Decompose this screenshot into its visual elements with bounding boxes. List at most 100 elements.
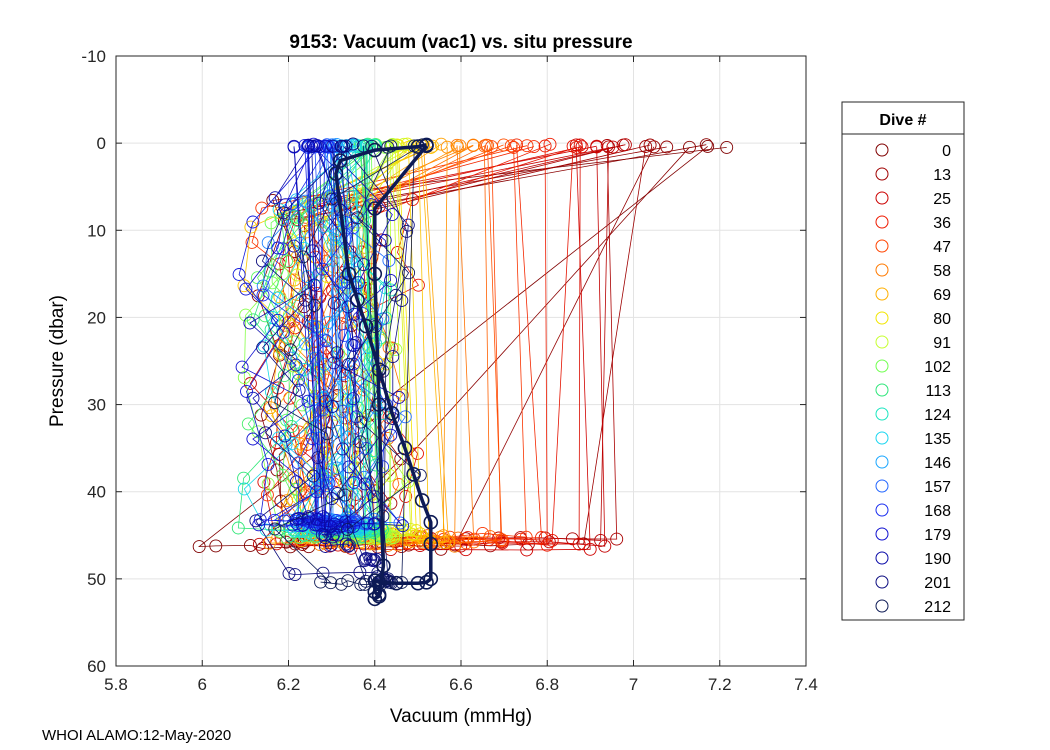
legend-entry-label: 168 <box>924 503 951 520</box>
dive-point <box>289 475 303 489</box>
highlight-point <box>376 558 391 574</box>
dive-point <box>519 530 533 544</box>
dive-point <box>272 203 286 217</box>
dive-point <box>327 356 341 370</box>
dive-point <box>600 139 614 152</box>
x-tick-label: 6 <box>198 675 207 694</box>
legend-entry-label: 80 <box>933 311 951 328</box>
dive-point <box>263 264 277 278</box>
dive-profile-line <box>255 143 379 576</box>
dive-point <box>354 415 368 429</box>
dive-profile-line <box>363 144 491 542</box>
legend-entries: 0 13 25 36 47 58 69 80 91 102 113 124 135 146 157 168 17… <box>875 143 951 616</box>
dive-point <box>324 576 338 590</box>
dive-point <box>357 258 371 272</box>
legend-entry-label: 146 <box>924 455 951 472</box>
dive-point <box>572 537 586 551</box>
dive-point <box>338 488 352 502</box>
dive-point <box>354 578 368 591</box>
dive-point <box>440 140 454 154</box>
dive-point <box>316 510 330 524</box>
dive-profile-line <box>307 145 400 528</box>
highlight-series <box>328 137 439 607</box>
legend-entry-label: 157 <box>924 479 951 496</box>
dive-point <box>246 432 260 446</box>
dive-point <box>316 566 330 580</box>
dive-point <box>384 139 398 153</box>
y-tick-label: 40 <box>87 483 106 502</box>
dive-point <box>232 268 246 281</box>
dive-point <box>598 539 612 553</box>
dive-point <box>514 532 528 546</box>
dive-point <box>310 512 324 526</box>
dive-point <box>272 431 286 445</box>
dive-point <box>311 451 325 465</box>
legend-marker <box>875 575 889 589</box>
dive-point <box>271 381 285 395</box>
dive-point <box>336 442 350 456</box>
dive-point <box>543 137 557 151</box>
dive-point <box>459 532 473 546</box>
highlight-point <box>419 138 434 154</box>
dive-point <box>362 341 376 354</box>
x-tick-label: 6.4 <box>363 675 387 694</box>
legend: Dive # 0 13 25 36 47 58 69 80 91 102 113 124 135 146 1… <box>841 101 965 621</box>
dive-point <box>249 514 263 528</box>
legend-entry-label: 47 <box>933 239 951 256</box>
y-tick-label: 10 <box>87 221 106 240</box>
legend-marker <box>875 407 889 421</box>
dive-point <box>266 193 280 207</box>
dive-point <box>326 139 340 153</box>
dive-profile-line <box>238 146 326 522</box>
highlight-point <box>371 587 387 602</box>
dive-point <box>314 575 328 589</box>
dive-point <box>231 521 245 535</box>
legend-marker <box>875 455 889 469</box>
dive-point <box>298 363 312 376</box>
highlight-point <box>332 153 348 168</box>
dive-point <box>292 383 306 397</box>
dive-point <box>290 268 304 282</box>
dive-point <box>341 300 355 314</box>
dive-point <box>252 537 266 551</box>
dive-point <box>308 299 321 312</box>
dive-point <box>237 279 251 293</box>
dive-point <box>283 529 297 542</box>
dive-point <box>386 350 400 364</box>
dive-point <box>347 476 361 489</box>
highlight-point <box>406 466 421 482</box>
dive-point <box>331 388 345 402</box>
legend-marker <box>875 479 889 493</box>
y-tick-label: 60 <box>87 657 106 676</box>
y-tick-label: -10 <box>81 47 106 66</box>
dive-point <box>243 316 257 330</box>
legend-marker <box>875 551 889 565</box>
legend-entry-label: 201 <box>924 575 951 592</box>
highlight-point <box>397 440 413 456</box>
dive-point <box>239 308 253 322</box>
dive-point <box>610 532 624 546</box>
legend-entry-label: 102 <box>924 359 951 376</box>
highlight-point <box>367 591 383 607</box>
dive-point <box>278 429 292 443</box>
dive-point <box>438 536 452 550</box>
dive-point <box>243 538 257 552</box>
highlight-point <box>367 142 383 158</box>
dive-point <box>369 401 383 415</box>
dive-point <box>272 340 286 354</box>
dive-point <box>262 536 276 550</box>
dive-point <box>315 527 329 541</box>
legend-marker <box>875 335 889 349</box>
legend-entry-label: 124 <box>924 407 951 424</box>
legend-marker <box>875 287 889 301</box>
dive-point <box>510 138 524 152</box>
dive-point <box>265 409 279 423</box>
dive-point <box>320 427 334 441</box>
highlight-point <box>371 397 387 412</box>
dive-point <box>270 291 284 305</box>
dive-point <box>389 288 403 302</box>
dive-point <box>276 468 290 482</box>
x-tick-label: 7 <box>629 675 638 694</box>
highlight-point <box>423 536 439 552</box>
